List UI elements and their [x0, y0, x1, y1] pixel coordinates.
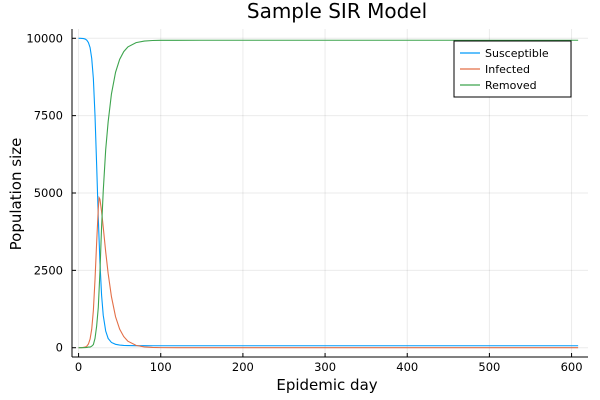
y-axis-label: Population size: [7, 138, 25, 251]
y-tick-label: 10000: [26, 31, 63, 45]
x-tick-label: 300: [314, 360, 336, 374]
x-tick-label: 400: [396, 360, 418, 374]
legend-label-susceptible: Susceptible: [485, 47, 549, 60]
series-line-infected: [78, 195, 579, 349]
x-tick-label: 0: [75, 360, 82, 374]
y-tick-label: 2500: [34, 263, 63, 277]
legend-label-infected: Infected: [485, 63, 530, 76]
y-tick-label: 5000: [34, 186, 63, 200]
y-tick-label: 7500: [34, 109, 63, 123]
y-tick-label: 0: [56, 341, 63, 355]
legend-label-removed: Removed: [485, 79, 537, 92]
x-axis-label: Epidemic day: [276, 376, 377, 394]
series-line-susceptible: [78, 37, 579, 347]
x-tick-label: 100: [150, 360, 172, 374]
plot-series: [78, 37, 579, 349]
series-line-removed: [78, 39, 579, 349]
chart-title: Sample SIR Model: [247, 0, 427, 23]
legend: Susceptible Infected Removed: [453, 40, 572, 98]
x-tick-label: 200: [232, 360, 254, 374]
axes: 0 100 200 300 400 500 600 0 2500 5000 7500 10000: [26, 29, 588, 374]
x-tick-label: 500: [478, 360, 500, 374]
x-tick-label: 600: [561, 360, 583, 374]
